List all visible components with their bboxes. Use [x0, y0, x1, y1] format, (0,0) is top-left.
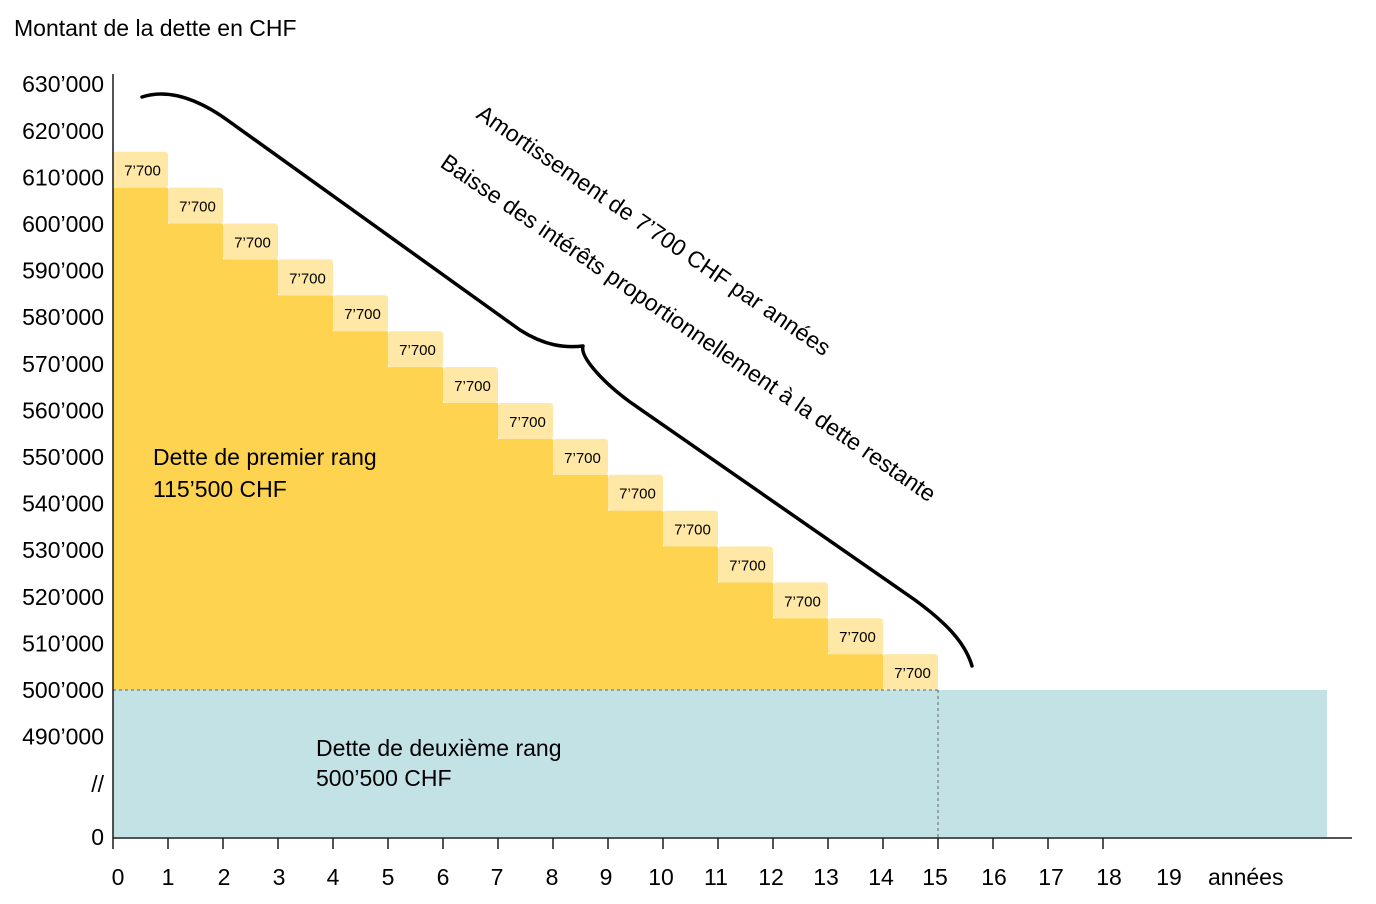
- y-tick-label: 500’000: [22, 677, 104, 703]
- amortization-label: 7’700: [124, 163, 161, 180]
- x-tick-label: 11: [704, 864, 728, 890]
- x-tick-label: 2: [218, 864, 231, 890]
- amortization-step: [608, 474, 663, 511]
- y-tick-label: 630’000: [22, 71, 104, 97]
- x-tick-label: 12: [758, 864, 784, 890]
- y-tick-label: 560’000: [22, 397, 104, 423]
- y-tick-label: 610’000: [22, 164, 104, 190]
- first-rank-debt-bar: [223, 259, 278, 690]
- x-tick-label: 14: [868, 864, 894, 890]
- first-rank-debt-bar: [278, 295, 333, 690]
- amortization-label: 7’700: [399, 342, 436, 359]
- first-rank-debt-bar: [443, 402, 498, 690]
- x-tick-label: 19: [1156, 864, 1182, 890]
- y-tick-label: 580’000: [22, 304, 104, 330]
- amortization-label: 7’700: [839, 629, 876, 646]
- amortization-step: [498, 402, 553, 439]
- axes-layer: [112, 74, 1352, 849]
- amortization-step: [333, 295, 388, 332]
- second-rank-debt-area: [113, 690, 1327, 837]
- second-rank-debt-label: Dette de deuxième rang: [316, 735, 562, 761]
- amortization-step: [388, 331, 443, 368]
- first-rank-debt-bar: [113, 187, 168, 691]
- first-rank-debt-bar: [663, 546, 718, 690]
- amortization-label: 7’700: [179, 199, 216, 216]
- first-rank-debt-bar: [828, 654, 883, 690]
- y-tick-label: 490’000: [22, 724, 104, 750]
- x-tick-label: 7: [491, 864, 504, 890]
- amortization-label: 7’700: [454, 378, 491, 395]
- amortization-step: [718, 546, 773, 583]
- amortization-step: [828, 618, 883, 655]
- amortization-label: 7’700: [894, 665, 931, 682]
- first-rank-debt-label: Dette de premier rang: [153, 444, 377, 470]
- amortization-step: [278, 259, 333, 296]
- x-tick-label: 6: [437, 864, 450, 890]
- amortization-step: [883, 654, 938, 690]
- first-rank-debt-bar: [718, 582, 773, 690]
- amortization-label: 7’700: [674, 522, 711, 539]
- amortization-label: 7’700: [729, 557, 766, 574]
- amortization-step: [113, 151, 168, 188]
- first-rank-debt-bar: [388, 367, 443, 690]
- first-rank-debt-bar: [608, 510, 663, 690]
- amortization-label: 7’700: [289, 270, 326, 287]
- x-tick-label: 15: [922, 864, 948, 890]
- x-tick-labels: 0 1 2 3 4 5 6 7 8 9 10 11 12 13 14 15 16 17 18 19: [112, 864, 1182, 890]
- second-rank-debt-amount: 500’500 CHF: [316, 765, 452, 791]
- amortization-label: 7’700: [564, 450, 601, 467]
- y-tick-label: 570’000: [22, 351, 104, 377]
- x-tick-label: 8: [546, 864, 559, 890]
- amortization-step: [223, 223, 278, 260]
- amortization-label: 7’700: [784, 593, 821, 610]
- x-tick-label: 10: [648, 864, 674, 890]
- amortization-step: [553, 438, 608, 475]
- first-rank-debt-bar: [168, 223, 223, 690]
- x-tick-label: 9: [600, 864, 613, 890]
- y-tick-label: 590’000: [22, 258, 104, 284]
- amortization-step: [168, 187, 223, 224]
- amortization-label: 7’700: [344, 306, 381, 323]
- amortization-step: [663, 510, 718, 547]
- first-rank-debt-bar: [553, 474, 608, 690]
- y-tick-label: 600’000: [22, 211, 104, 237]
- x-tick-label: 18: [1096, 864, 1122, 890]
- x-tick-label: 5: [382, 864, 395, 890]
- amortization-step: [773, 582, 828, 619]
- y-tick-label: 520’000: [22, 584, 104, 610]
- y-tick-label: 0: [91, 824, 104, 850]
- y-tick-labels: 0 // 490’000 500’000 510’000 520’000 530’000 54…: [22, 71, 104, 850]
- y-tick-label: 510’000: [22, 630, 104, 656]
- amortization-label: 7’700: [619, 486, 656, 503]
- first-rank-debt-bar: [498, 438, 553, 690]
- amortization-step: [443, 367, 498, 403]
- bars-layer: 7’700 7’700 7’700 7’700 7’700 7’700 7’700 7’700…: [113, 151, 1327, 837]
- y-tick-label: //: [91, 771, 104, 797]
- curly-brace-annotation: [140, 92, 974, 668]
- amortization-label: 7’700: [509, 414, 546, 431]
- y-axis-title: Montant de la dette en CHF: [14, 15, 297, 41]
- first-rank-debt-amount: 115’500 CHF: [153, 476, 287, 502]
- y-tick-label: 530’000: [22, 537, 104, 563]
- first-rank-debt-bar: [333, 331, 388, 690]
- y-tick-label: 550’000: [22, 444, 104, 470]
- x-tick-label: 17: [1038, 864, 1064, 890]
- y-tick-label: 540’000: [22, 491, 104, 517]
- first-rank-debt-bar: [773, 618, 828, 690]
- y-tick-label: 620’000: [22, 118, 104, 144]
- amortization-label: 7’700: [234, 234, 271, 251]
- x-tick-label: 13: [813, 864, 839, 890]
- x-tick-label: 3: [273, 864, 286, 890]
- x-tick-label: 4: [327, 864, 340, 890]
- x-tick-label: 0: [112, 864, 125, 890]
- x-tick-label: 1: [162, 864, 175, 890]
- x-axis-title: années: [1208, 864, 1283, 890]
- x-tick-label: 16: [981, 864, 1007, 890]
